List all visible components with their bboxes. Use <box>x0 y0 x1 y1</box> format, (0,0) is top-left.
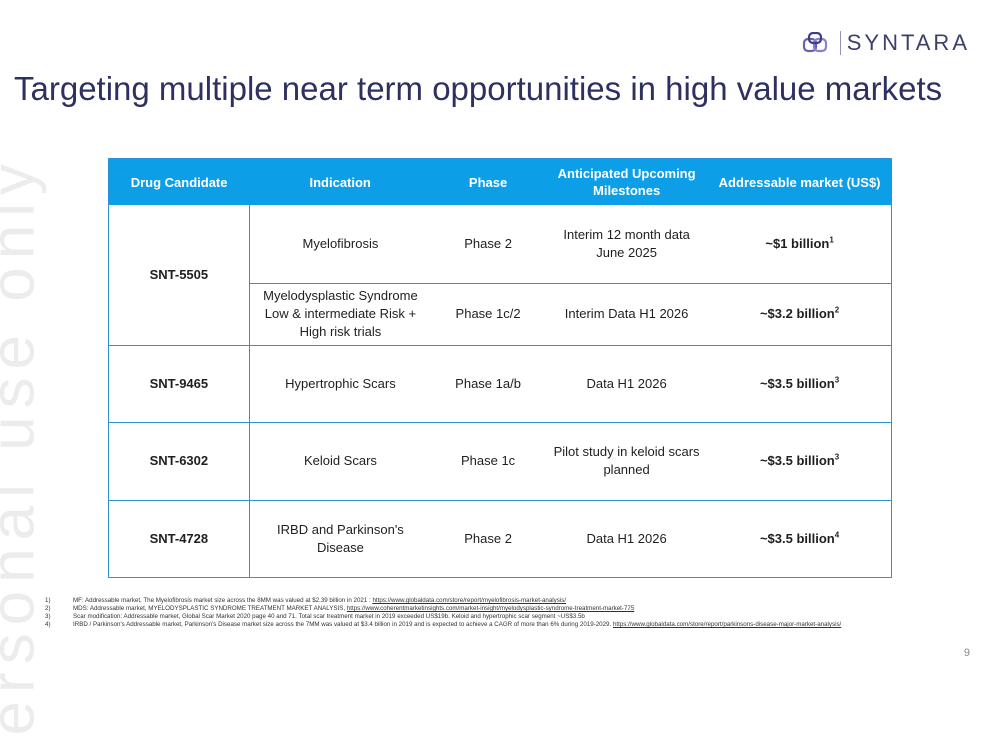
phase-cell: Phase 1a/b <box>431 344 545 423</box>
candidate-cell: SNT-5505 <box>108 205 250 346</box>
indication-cell: IRBD and Parkinson's Disease <box>248 499 432 578</box>
indication-cell: Hypertrophic Scars <box>248 344 432 423</box>
market-cell: ~$3.5 billion4 <box>708 499 893 578</box>
indication-cell: Myelodysplastic Syndrome Low & intermedi… <box>248 282 432 346</box>
table-row: SNT-5505 Myelofibrosis Phase 2 Interim 1… <box>108 205 893 346</box>
indication-cell: Myelofibrosis <box>248 205 432 284</box>
header-phase: Phase <box>431 158 545 205</box>
milestone-cell: Interim 12 month data June 2025 <box>545 205 709 284</box>
footnote-link[interactable]: https://www.globaldata.com/store/report/… <box>372 597 567 604</box>
candidate-cell: SNT-9465 <box>108 344 250 423</box>
footnote-text: Scar modification: Addressable market, G… <box>73 613 585 621</box>
candidate-cell: SNT-4728 <box>108 499 250 578</box>
footnote: 2) MDS: Addressable market, MYELODYSPLAS… <box>45 605 841 613</box>
page-number: 9 <box>963 647 970 659</box>
footnote: 1) MF: Addressable market, The Myelofibr… <box>45 597 841 605</box>
phase-cell: Phase 1c <box>431 421 545 501</box>
footnote-number: 3) <box>45 613 51 621</box>
indication-cell: Keloid Scars <box>248 421 432 501</box>
watermark: ersonal use only <box>0 156 48 736</box>
market-cell: ~$3.5 billion3 <box>708 344 893 423</box>
footnote-text: IRBD / Parkinson's Addressable market, P… <box>73 621 842 629</box>
footnote-number: 1) <box>45 597 51 604</box>
footnote: 4) IRBD / Parkinson's Addressable market… <box>45 621 841 629</box>
market-cell: ~$3.5 billion3 <box>708 421 893 501</box>
milestone-cell: Data H1 2026 <box>545 499 709 578</box>
milestone-cell: Data H1 2026 <box>545 344 709 423</box>
footnote-link[interactable]: https://www.globaldata.com/store/report/… <box>612 621 842 629</box>
footnote-number: 4) <box>45 621 51 629</box>
brand-name: SYNTARA <box>846 30 970 55</box>
logo-divider <box>839 31 841 55</box>
table-row: SNT-9465 Hypertrophic Scars Phase 1a/b D… <box>108 344 893 423</box>
phase-cell: Phase 1c/2 <box>431 282 545 346</box>
milestone-cell: Pilot study in keloid scars planned <box>545 421 709 501</box>
footnote-link[interactable]: https://www.coherentmarketinsights.com/m… <box>346 605 635 613</box>
header-addressable-market: Addressable market (US$) <box>708 158 892 205</box>
market-cell: ~$3.2 billion2 <box>708 282 893 346</box>
header-milestones: Anticipated Upcoming Milestones <box>545 158 709 205</box>
table-row: SNT-4728 IRBD and Parkinson's Disease Ph… <box>108 499 893 578</box>
candidate-cell: SNT-6302 <box>108 421 250 501</box>
footnote-text: MDS: Addressable market, MYELODYSPLASTIC… <box>73 605 635 613</box>
header-drug-candidate: Drug Candidate <box>108 158 250 205</box>
footnote: 3) Scar modification: Addressable market… <box>45 613 841 621</box>
table-header-row: Drug Candidate Indication Phase Anticipa… <box>108 158 892 205</box>
table-row: Myelodysplastic Syndrome Low & intermedi… <box>109 282 893 346</box>
syntara-logo-icon <box>802 32 827 53</box>
table-row: SNT-6302 Keloid Scars Phase 1c Pilot stu… <box>108 421 893 501</box>
footnotes: 1) MF: Addressable market, The Myelofibr… <box>45 597 841 629</box>
market-cell: ~$1 billion1 <box>708 205 893 284</box>
milestone-cell: Interim Data H1 2026 <box>545 282 709 346</box>
brand-logo: SYNTARA <box>802 30 970 56</box>
drug-pipeline-table: Drug Candidate Indication Phase Anticipa… <box>108 158 893 578</box>
page-title: Targeting multiple near term opportuniti… <box>14 70 943 107</box>
footnote-number: 2) <box>45 605 51 613</box>
footnote-text: MF: Addressable market, The Myelofibrosi… <box>73 597 567 604</box>
phase-cell: Phase 2 <box>431 205 545 284</box>
phase-cell: Phase 2 <box>431 499 545 578</box>
header-indication: Indication <box>249 158 432 205</box>
